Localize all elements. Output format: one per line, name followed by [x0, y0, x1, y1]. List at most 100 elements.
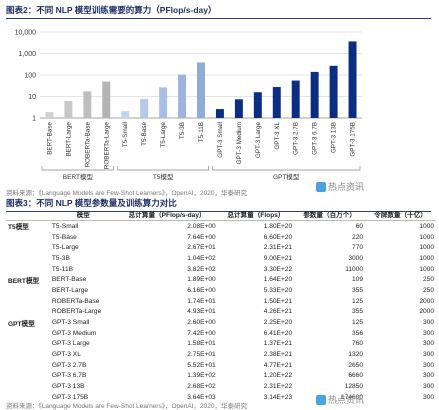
table-cell: 125 [352, 319, 364, 327]
x-tick-label: GPT-3 Medium [236, 122, 243, 164]
table-cell: 11000 [345, 265, 364, 273]
table-cell: 3.82E+02 [187, 265, 216, 273]
table-cell: 4.26E+21 [263, 308, 293, 316]
table-cell: 770 [352, 244, 364, 252]
y-tick-label: 1 [32, 116, 36, 123]
watermark-text: 热点资讯 [328, 395, 365, 405]
x-tick-label: GPT-3 XL [274, 122, 281, 150]
table-cell: 300 [422, 319, 434, 327]
table-cell: 300 [422, 329, 434, 337]
table-cell: 2.25E+20 [263, 319, 293, 327]
x-tick-label: T5-3B [179, 122, 186, 139]
table-cell: 1320 [348, 351, 364, 359]
table-cell: GPT-3 6.7B [51, 372, 87, 380]
table-cell: 12850 [344, 383, 364, 391]
table-row: GPT-3 175B 3.64E+03 3.14E+23 174600 300 [6, 392, 436, 403]
table-row: GPT模型 GPT-3 Small 2.60E+00 2.25E+20 125 300 [6, 317, 436, 328]
table-cell: 7.64E+00 [187, 233, 216, 241]
table-cell: BERT-Large [51, 286, 89, 294]
table-cell: 2.75E+01 [187, 351, 216, 359]
x-tick-label: ROBERTa-Base [84, 122, 91, 168]
table-cell [6, 328, 50, 339]
x-tick-label: BERT-Base [46, 122, 53, 155]
table-cell: 109 [352, 276, 364, 284]
model-compute-table: 模型 总计算量（PFlop/s-day） 总计算量（Flops） 参数量（百万个） 令牌… [6, 207, 436, 403]
y-axis: 1 10 100 1,000 10,000 [15, 30, 37, 123]
table-cell: 3.30E+22 [263, 265, 293, 273]
group-label: BERT模型 [63, 172, 94, 181]
table-cell [6, 381, 50, 392]
table-cell: 6660 [348, 372, 364, 380]
table-cell: 2.68E+02 [187, 383, 216, 391]
table-row: GPT-3 Medium 7.42E+00 6.41E+20 356 300 [6, 328, 436, 339]
table-cell: 300 [422, 372, 434, 380]
table-cell: ROBERTa-Base [51, 297, 100, 305]
watermark-logo-icon [316, 395, 326, 405]
x-tick-label: GPT-3 175B [350, 122, 357, 157]
table-cell: GPT-3 175B [51, 393, 89, 401]
bar-bert-base [45, 112, 54, 118]
table-cell: 356 [352, 329, 364, 337]
table-header-cell [6, 207, 50, 221]
table-cell: 2.08E+00 [187, 222, 216, 230]
table-header-cell: 总计算量（PFlop/s-day） [116, 207, 218, 221]
table-cell [6, 339, 50, 350]
table-cell: T5-3B [51, 254, 70, 262]
bar-gpt-3-medium [234, 99, 243, 118]
group-brackets: BERT模型 T5模型 GPT模型 [41, 166, 361, 181]
table-cell: 300 [422, 393, 434, 401]
table-cell: GPT-3 Medium [51, 329, 97, 337]
table-cell: 1.80E+20 [263, 222, 293, 230]
table-cell: 250 [422, 286, 434, 294]
table-row: BERT-Large 6.16E+00 5.33E+20 355 250 [6, 285, 436, 296]
table-cell: 300 [422, 351, 434, 359]
table-cell: 1.58E+01 [187, 340, 216, 348]
x-tick-label: T5-11B [198, 122, 205, 142]
table-cell: 300 [422, 361, 434, 369]
bar-bert-large [64, 101, 73, 118]
table-cell: 220 [352, 233, 364, 241]
table-cell: 4.77E+21 [263, 361, 293, 369]
bar-t5-small [121, 111, 130, 118]
table-cell: T5模型 [8, 224, 29, 232]
table-cell: 1000 [419, 265, 434, 273]
watermark-logo-icon [316, 182, 326, 192]
table-cell: 1.04E+02 [187, 254, 216, 262]
table-cell: 300 [422, 383, 434, 391]
table-cell: 2000 [419, 308, 434, 316]
table-row: ROBERTa-Base 1.74E+01 1.50E+21 125 2000 [6, 296, 436, 307]
x-tick-label: GPT-3 2.7B [293, 122, 300, 155]
x-tick-label: GPT-3 Small [217, 122, 224, 158]
table-cell: 1.89E+00 [187, 276, 216, 284]
x-tick-label: T5-Base [141, 122, 148, 146]
watermark-bottom: 热点资讯 [316, 393, 364, 406]
table-cell: 6.60E+20 [263, 233, 293, 241]
watermark-top: 热点资讯 [316, 180, 364, 193]
bar-roberta-base [83, 91, 92, 118]
group-bracket [41, 166, 115, 171]
table-cell: 1000 [419, 233, 434, 241]
table-row: BERT模型 BERT-Base 1.89E+00 1.64E+20 109 250 [6, 274, 436, 285]
bar-gpt-3-6-7b [310, 71, 319, 118]
table-cell: 1.20E+22 [263, 372, 293, 380]
table-cell: 3.64E+03 [187, 393, 216, 401]
bar-gpt-3-2-7b [291, 80, 300, 118]
table-cell: GPT-3 Large [51, 340, 90, 348]
table-cell: 1.74E+01 [187, 297, 216, 305]
table-cell: GPT-3 13B [51, 383, 85, 391]
table-row: T5-3B 1.04E+02 9.00E+21 3000 1000 [6, 253, 436, 264]
table-row: GPT-3 6.7B 1.39E+02 1.20E+22 6660 300 [6, 371, 436, 382]
group-label: T5模型 [153, 172, 174, 181]
table-row: GPT-3 2.7B 5.52E+01 4.77E+21 2650 300 [6, 360, 436, 371]
table-row: GPT-3 Large 1.58E+01 1.37E+21 760 300 [6, 339, 436, 350]
bar-t5-11b [197, 62, 205, 118]
x-tick-label: T5-Large [160, 122, 167, 148]
y-tick-label: 10,000 [15, 30, 37, 37]
table-cell: 1.50E+21 [263, 297, 293, 305]
table-cell: 5.52E+01 [187, 361, 216, 369]
bar-series [45, 41, 357, 118]
table-row: T5-Large 2.67E+01 2.31E+21 770 1000 [6, 242, 436, 253]
table-cell: 7.42E+00 [187, 329, 216, 337]
figure-source: 资料来源：《Language Models are Few-Shot Learn… [6, 190, 247, 197]
table-cell: 2.60E+00 [187, 319, 216, 327]
